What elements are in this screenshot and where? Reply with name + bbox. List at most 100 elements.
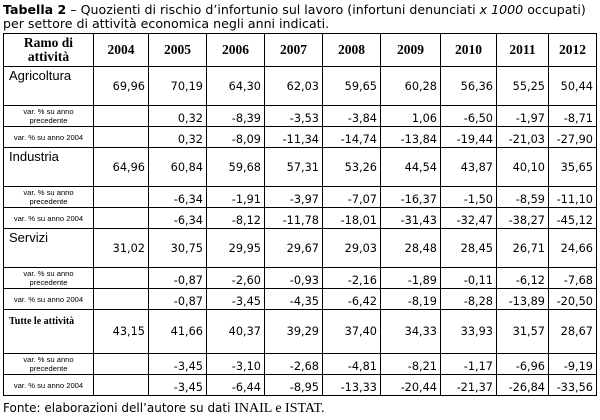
table-cell: 69,96 [93,66,149,106]
var-2004-row: var. % su anno 2004 -0,87 -3,45 -4,35 -6,42-… [3,288,597,310]
table-cell: 50,44 [548,66,597,106]
table-cell: -33,56 [548,374,597,396]
table-cell: -6,96 [496,353,549,375]
table-cell [93,374,149,396]
table-cell: 59,68 [206,147,265,187]
table-cell [93,126,149,148]
table-cell: -45,12 [548,207,597,229]
table-cell: 29,67 [264,228,323,268]
table-cell: -26,84 [496,374,549,396]
sector-row: Agricoltura 69,96 70,19 64,30 62,03 59,65 60,2… [3,66,597,106]
year-header: 2011 [496,33,549,67]
table-cell: -8,71 [548,105,597,127]
year-header: 2010 [440,33,497,67]
header-row: Ramo di attività 2004 2005 2006 2007 200… [3,33,597,67]
table-cell: -4,81 [322,353,381,375]
year-header: 2006 [206,33,265,67]
caption-text-2: occupati) per settore di attività econom… [3,2,586,31]
table-cell: -1,91 [206,186,265,208]
variation-label: var. % su anno 2004 [3,207,94,229]
table-cell: 41,66 [148,309,207,354]
table-cell: -7,68 [548,267,597,289]
table-cell: -3,53 [264,105,323,127]
table-cell: 28,45 [440,228,497,268]
table-cell: -1,50 [440,186,497,208]
table-cell: -2,60 [206,267,265,289]
sector-label: Servizi [3,228,94,268]
table-cell: -13,89 [496,288,549,310]
caption-emphasis: x 1000 [479,2,524,17]
table-cell: -0,93 [264,267,323,289]
table-cell: -8,59 [496,186,549,208]
table-cell: 64,30 [206,66,265,106]
table-cell: -38,27 [496,207,549,229]
sector-label: Tutte le attività [3,309,94,354]
corner-header: Ramo di attività [3,33,94,67]
table-cell: -8,28 [440,288,497,310]
table-cell: -9,19 [548,353,597,375]
table-cell: -13,84 [380,126,441,148]
table-cell: 0,32 [148,105,207,127]
table-cell: -11,78 [264,207,323,229]
table-cell: -8,12 [206,207,265,229]
source-text: Fonte: elaborazioni dell’autore su dati [3,401,235,415]
table-cell: 28,67 [548,309,597,354]
table-cell: 30,75 [148,228,207,268]
table-cell: 37,40 [322,309,381,354]
var-prev-row: var. % su anno precedente -0,87 -2,60 -0,93… [3,267,597,289]
table-cell: -11,10 [548,186,597,208]
table-cell: -1,89 [380,267,441,289]
table-cell: -8,09 [206,126,265,148]
table-cell: -2,16 [322,267,381,289]
table-cell: 56,36 [440,66,497,106]
table-cell: -0,87 [148,288,207,310]
table-cell [93,186,149,208]
variation-label: var. % su anno precedente [3,105,94,127]
sector-row: Servizi 31,02 30,75 29,95 29,67 29,03 28,48 28,… [3,228,597,268]
variation-label: var. % su anno precedente [3,186,94,208]
table-cell: -8,39 [206,105,265,127]
table-cell: 35,65 [548,147,597,187]
table-cell: 39,29 [264,309,323,354]
table-cell: 0,32 [148,126,207,148]
variation-label: var. % su anno 2004 [3,126,94,148]
var-2004-row: var. % su anno 2004 -3,45 -6,44 -8,95 -13,33… [3,374,597,396]
table-cell: 55,25 [496,66,549,106]
table-cell: -6,34 [148,186,207,208]
caption-label: Tabella 2 [3,2,67,17]
variation-label: var. % su anno 2004 [3,288,94,310]
sector-label: Industria [3,147,94,187]
table-cell: -31,43 [380,207,441,229]
variation-label: var. % su anno precedente [3,267,94,289]
table-cell: -16,37 [380,186,441,208]
caption-text-1: Quozienti di rischio d’infortunio sul la… [80,2,480,17]
table-cell: 24,66 [548,228,597,268]
table-cell: -3,97 [264,186,323,208]
table-cell: -6,44 [206,374,265,396]
table-cell: 40,37 [206,309,265,354]
table-cell: -32,47 [440,207,497,229]
table-cell: -3,84 [322,105,381,127]
table-cell [93,267,149,289]
risk-quotient-table: Ramo di attività 2004 2005 2006 2007 200… [3,33,597,396]
var-prev-row: var. % su anno precedente -3,45 -3,10 -2,68… [3,353,597,375]
table-cell: -7,07 [322,186,381,208]
table-cell: 59,65 [322,66,381,106]
table-cell: -21,37 [440,374,497,396]
table-cell: 64,96 [93,147,149,187]
variation-label: var. % su anno 2004 [3,374,94,396]
sector-row: Industria 64,96 60,84 59,68 57,31 53,26 44,54 4… [3,147,597,187]
table-cell: -3,45 [206,288,265,310]
table-cell: 62,03 [264,66,323,106]
table-cell: -8,19 [380,288,441,310]
table-cell: -18,01 [322,207,381,229]
table-cell: -14,74 [322,126,381,148]
year-header: 2005 [148,33,207,67]
table-cell: -8,95 [264,374,323,396]
table-cell: -3,45 [148,374,207,396]
table-cell: -0,11 [440,267,497,289]
year-header: 2008 [322,33,381,67]
table-cell: 34,33 [380,309,441,354]
table-cell: 29,95 [206,228,265,268]
table-cell: -1,97 [496,105,549,127]
